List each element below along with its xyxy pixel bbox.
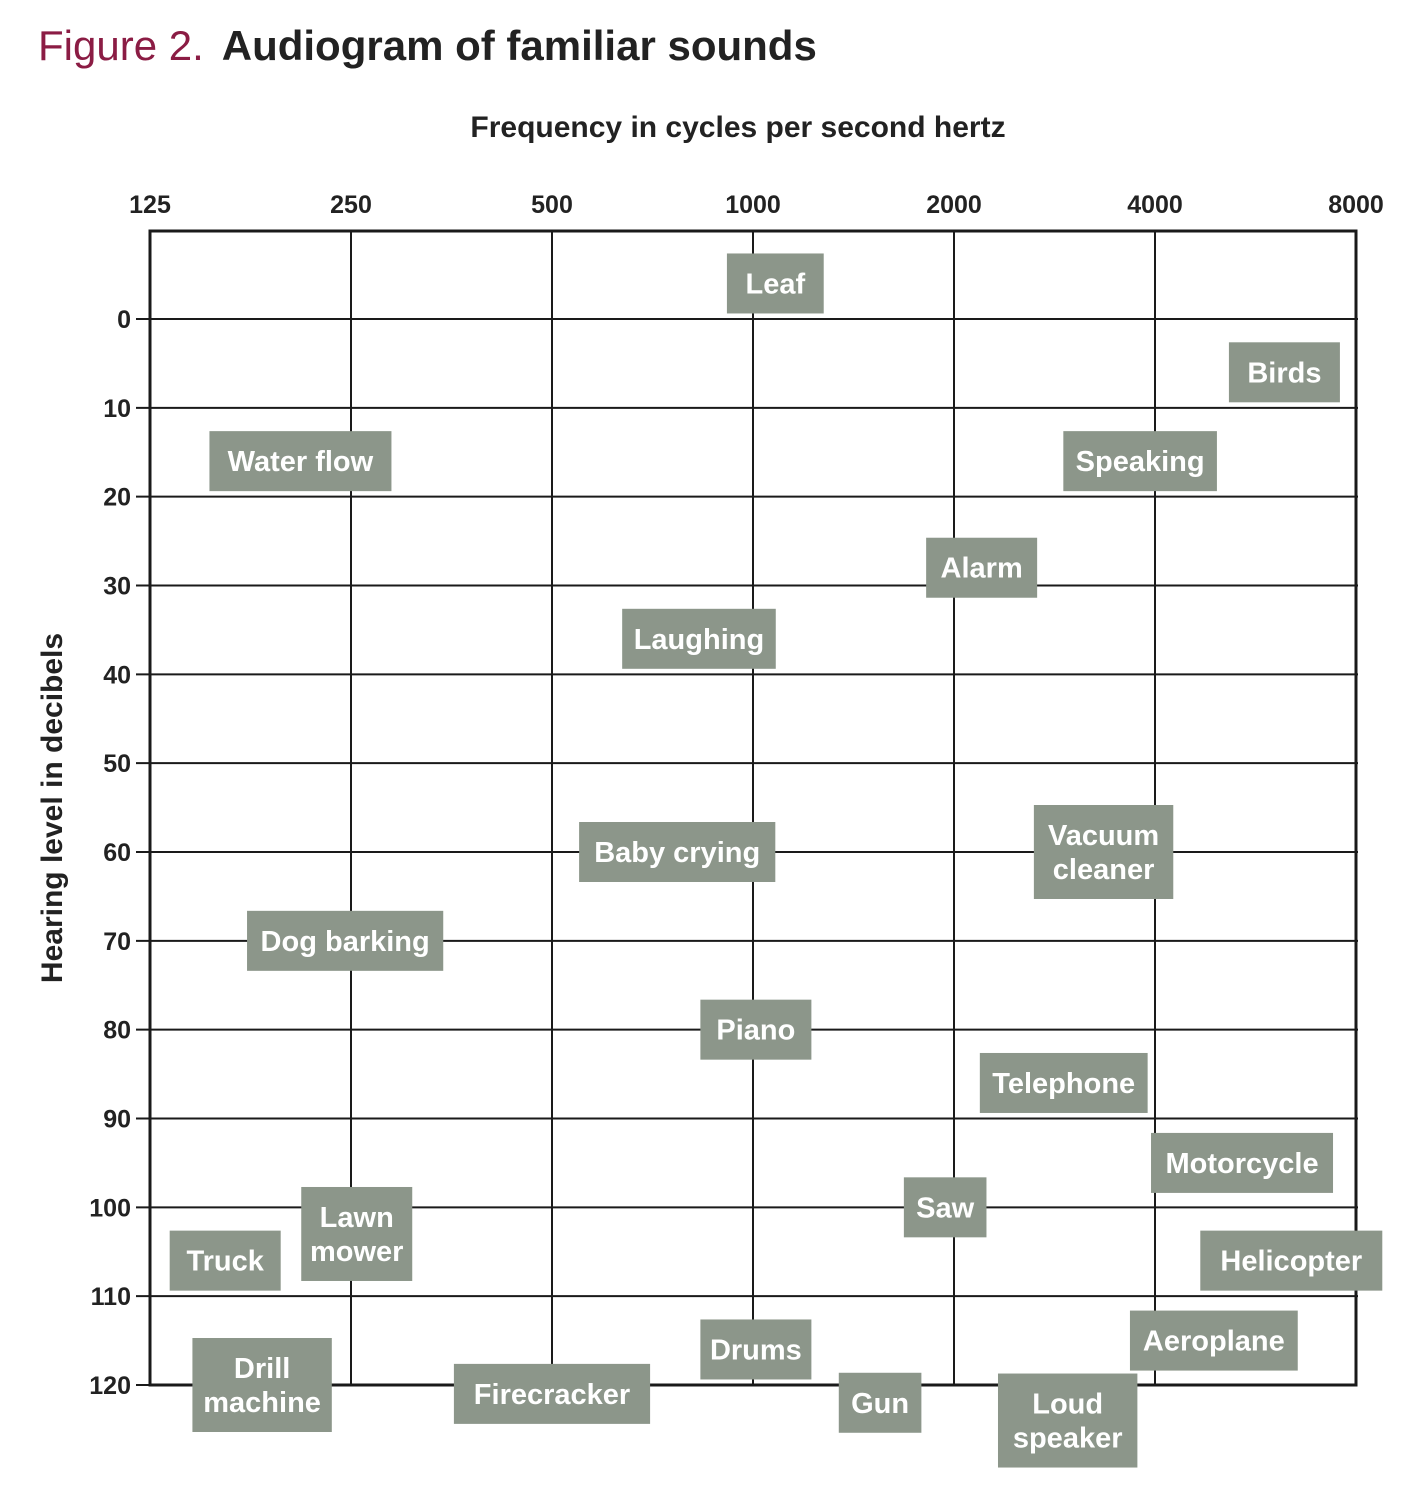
sound-box [903, 1177, 987, 1238]
sound-point: Motorcycle [1151, 1132, 1334, 1193]
sound-box [209, 431, 392, 492]
sound-box [247, 910, 444, 971]
sound-box [700, 999, 812, 1060]
sound-label: Vacuum [1048, 820, 1159, 852]
sound-label: Piano [716, 1015, 795, 1047]
sound-point: Aeroplane [1129, 1310, 1298, 1371]
y-tick-label: 70 [103, 928, 131, 956]
sound-label: Leaf [745, 268, 805, 300]
sound-label: Loud [1032, 1389, 1103, 1421]
plot-frame [148, 229, 1358, 1387]
sound-point: Dog barking [247, 910, 444, 971]
sound-label: Speaking [1076, 446, 1205, 478]
sound-box [1033, 805, 1174, 899]
y-tick-label: 60 [103, 839, 131, 867]
sound-point: Saw [903, 1177, 987, 1238]
sound-point: Leaf [726, 253, 824, 314]
sound-point: Water flow [209, 431, 392, 492]
y-tick-label: 100 [89, 1194, 131, 1222]
sound-label: Firecracker [474, 1379, 630, 1411]
sound-box [301, 1186, 413, 1281]
sound-point: Piano [700, 999, 812, 1060]
y-tick-label: 30 [103, 573, 131, 601]
sound-box [1228, 342, 1340, 403]
y-tick-label: 10 [103, 395, 131, 423]
x-tick-label: 8000 [1328, 191, 1384, 219]
sound-box [1151, 1132, 1334, 1193]
sound-label: Laughing [634, 624, 764, 656]
y-tick-label: 80 [103, 1017, 131, 1045]
y-tick-label: 120 [89, 1372, 131, 1400]
sound-label: Aeroplane [1143, 1326, 1285, 1358]
tick-labels: 125 250 500 1000 2000 4000 8000 0 10 20 30 40 50 60 70… [89, 191, 1384, 1400]
sound-label: Baby crying [594, 837, 760, 869]
x-tick-label: 2000 [926, 191, 982, 219]
sound-box [1200, 1230, 1383, 1291]
sound-point: Birds [1228, 342, 1340, 403]
sound-box [622, 608, 776, 669]
sound-label: Drill [234, 1353, 290, 1385]
sound-point: Truck [169, 1230, 281, 1291]
figure-title: Figure 2. Audiogram of familiar sounds [38, 22, 817, 70]
sound-box [192, 1338, 332, 1432]
figure-label: Figure 2. [38, 22, 204, 69]
y-tick-label: 40 [103, 661, 131, 689]
sound-point: Alarm [926, 537, 1038, 598]
y-tick-label: 50 [103, 750, 131, 778]
sound-labels: Leaf Birds Water flow Speaking Alarm Laughing… [169, 253, 1383, 1468]
sound-box [169, 1230, 281, 1291]
sound-point: Firecracker [453, 1363, 651, 1424]
sound-point: Helicopter [1200, 1230, 1383, 1291]
sound-box [838, 1372, 922, 1433]
sound-label: Gun [851, 1388, 909, 1420]
sound-box [1063, 431, 1217, 492]
sound-label: Dog barking [261, 926, 430, 958]
sound-label: Lawn [320, 1202, 394, 1234]
x-tick-label: 1000 [725, 191, 781, 219]
x-tick-label: 250 [330, 191, 372, 219]
sound-point: Baby crying [579, 822, 776, 882]
x-tick-label: 500 [531, 191, 573, 219]
sound-label: Helicopter [1220, 1246, 1362, 1278]
sound-point: Drums [700, 1319, 812, 1380]
sound-label: Birds [1247, 357, 1321, 389]
y-axis-label: Hearing level in decibels [36, 633, 69, 983]
sound-box [979, 1052, 1148, 1113]
sound-box [997, 1373, 1138, 1468]
sound-label: Water flow [228, 446, 374, 478]
sound-label: mower [310, 1236, 403, 1268]
sound-box [726, 253, 824, 314]
y-tick-label: 90 [103, 1106, 131, 1134]
sound-point: Telephone [979, 1052, 1148, 1113]
sound-box [926, 537, 1038, 598]
sound-box [700, 1319, 812, 1380]
sound-label: Alarm [941, 553, 1023, 585]
y-tick-label: 110 [91, 1283, 131, 1311]
y-tick-label: 20 [103, 484, 131, 512]
x-tick-label: 4000 [1127, 191, 1183, 219]
sound-label: machine [203, 1387, 321, 1419]
sound-label: Drums [710, 1334, 802, 1366]
sound-box [1129, 1310, 1298, 1371]
sound-point: Speaking [1063, 431, 1217, 492]
sound-label: Truck [186, 1246, 264, 1278]
sound-label: Motorcycle [1165, 1148, 1318, 1180]
y-tick-label: 0 [117, 306, 131, 334]
figure-caption: Audiogram of familiar sounds [221, 22, 817, 69]
sound-point: Gun [838, 1372, 922, 1433]
sound-label: Telephone [992, 1068, 1135, 1100]
sound-label: speaker [1013, 1423, 1123, 1455]
sound-point: Laughing [622, 608, 776, 669]
sound-box [453, 1363, 651, 1424]
x-tick-label: 125 [129, 191, 171, 219]
sound-label: Saw [916, 1192, 974, 1224]
x-axis-label: Frequency in cycles per second hertz [470, 111, 1005, 144]
sound-label: cleaner [1053, 854, 1155, 886]
sound-box [579, 822, 776, 882]
